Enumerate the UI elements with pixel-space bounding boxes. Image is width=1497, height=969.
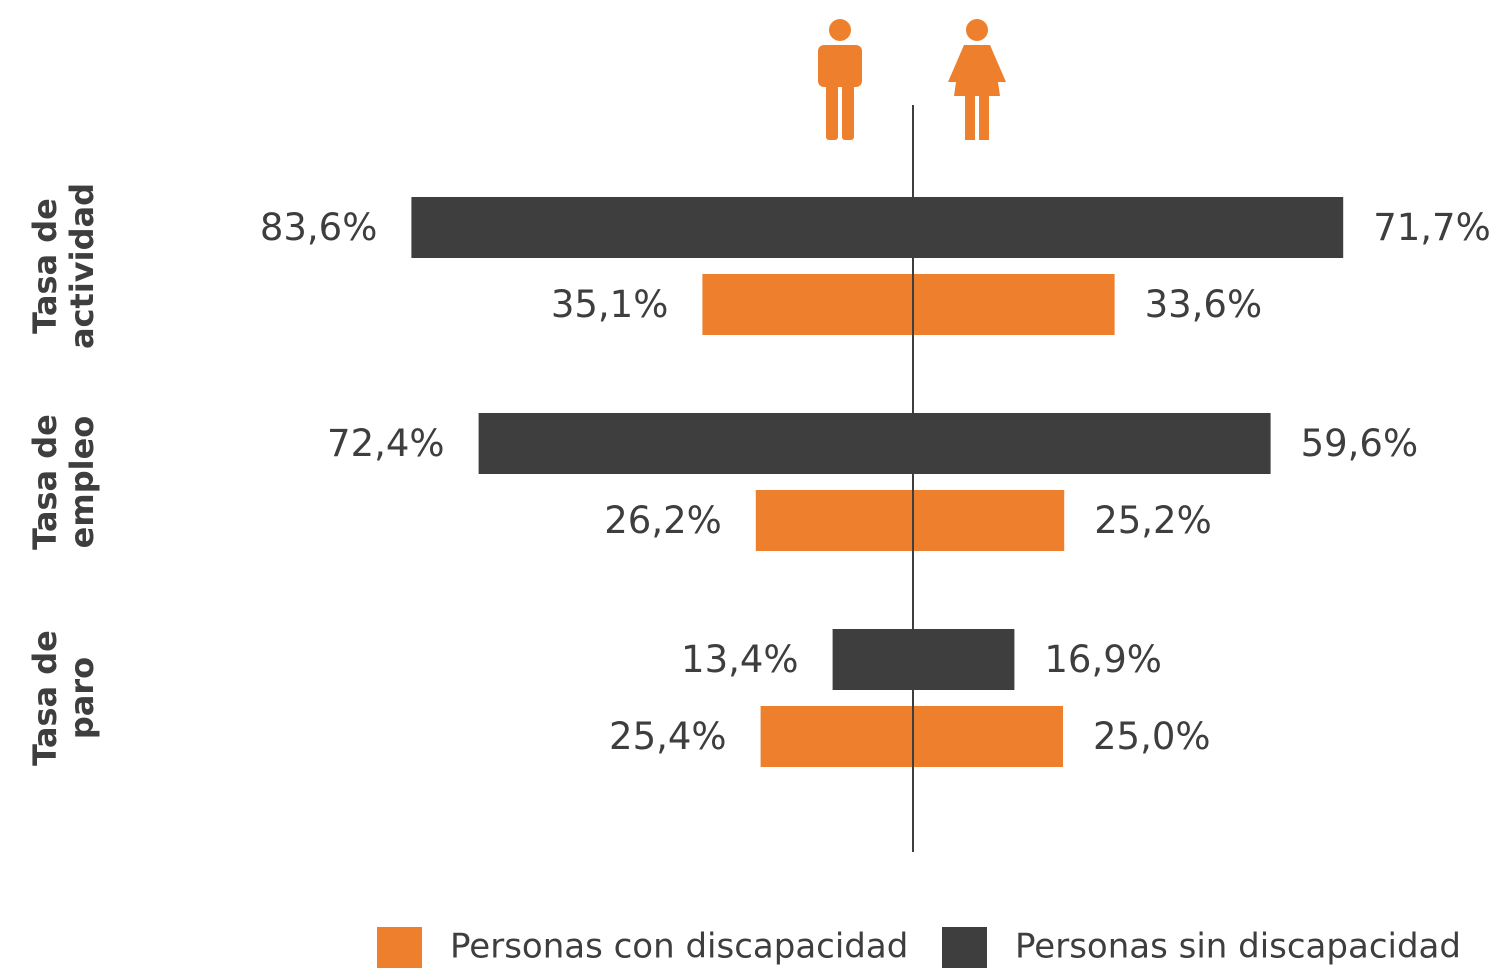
bar	[702, 274, 913, 335]
value-label: 13,4%	[681, 638, 799, 681]
bar	[913, 197, 1344, 258]
bar	[913, 490, 1065, 551]
value-label: 26,2%	[604, 499, 722, 542]
bar	[913, 274, 1115, 335]
female-icon	[948, 19, 1006, 140]
value-label: 83,6%	[260, 206, 378, 249]
category-label: Tasa de	[26, 198, 64, 334]
value-label: 25,0%	[1093, 715, 1211, 758]
value-label: 35,1%	[551, 283, 669, 326]
category-label: actividad	[63, 183, 101, 349]
legend-label: Personas sin discapacidad	[1015, 927, 1461, 967]
value-label: 59,6%	[1301, 422, 1419, 465]
legend-label: Personas con discapacidad	[450, 927, 908, 967]
male-icon	[818, 19, 862, 140]
legend-swatch	[942, 927, 987, 968]
category-label: Tasa de	[26, 414, 64, 550]
bar	[913, 706, 1063, 767]
value-label: 71,7%	[1373, 206, 1491, 249]
value-label: 25,4%	[609, 715, 727, 758]
bar	[913, 413, 1271, 474]
bar	[478, 413, 913, 474]
category-label: Tasa de	[26, 630, 64, 766]
category-label: empleo	[63, 416, 101, 549]
bar	[411, 197, 913, 258]
value-label: 72,4%	[327, 422, 445, 465]
bar	[760, 706, 913, 767]
category-label: paro	[63, 657, 101, 739]
bar	[913, 629, 1015, 690]
legend-swatch	[377, 927, 422, 968]
value-label: 33,6%	[1145, 283, 1263, 326]
value-label: 16,9%	[1044, 638, 1162, 681]
bar	[832, 629, 913, 690]
bar	[755, 490, 913, 551]
value-label: 25,2%	[1094, 499, 1212, 542]
